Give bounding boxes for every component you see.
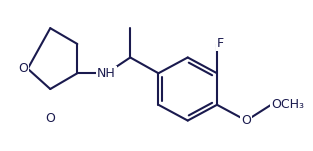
Text: NH: NH xyxy=(97,67,116,80)
Text: O: O xyxy=(45,112,55,125)
Text: O: O xyxy=(241,114,251,127)
Text: O: O xyxy=(18,62,28,75)
Text: F: F xyxy=(217,37,224,50)
Text: OCH₃: OCH₃ xyxy=(271,98,304,111)
